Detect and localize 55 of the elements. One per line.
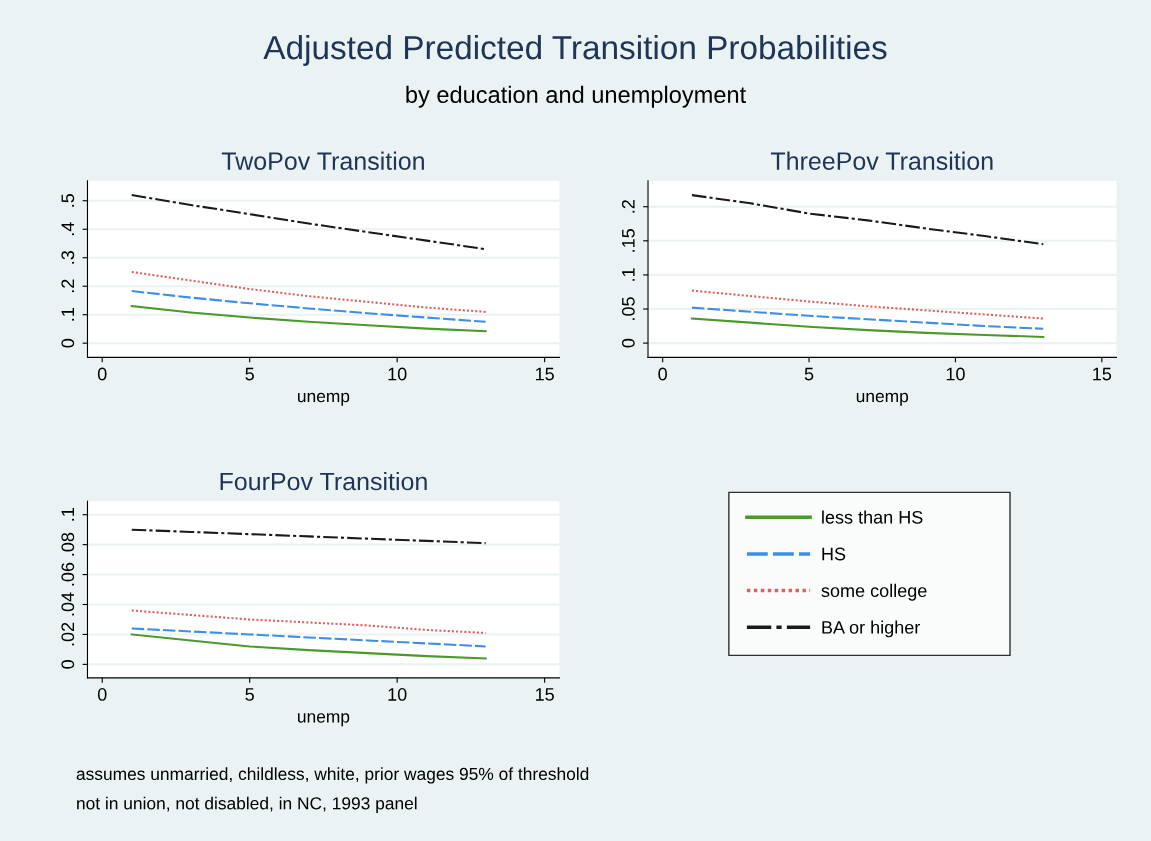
line-series xyxy=(690,306,1045,330)
x-tick-label: 15 xyxy=(535,367,554,381)
x-tick-label: 5 xyxy=(245,367,254,381)
x-axis-title: unemp xyxy=(856,392,909,406)
line-series xyxy=(130,270,487,313)
chart-title: TwoPov Transition xyxy=(221,151,424,170)
line-series xyxy=(130,609,487,634)
y-tick-label: .04 xyxy=(61,592,75,616)
text: Adjusted Predicted Transition Probabilities xyxy=(263,34,887,66)
line-series xyxy=(130,627,487,648)
x-axis-title: unemp xyxy=(298,713,350,727)
line-series xyxy=(130,305,487,333)
y-tick-label: .2 xyxy=(61,279,75,293)
line-series xyxy=(690,317,1045,339)
y-tick-label: .08 xyxy=(61,532,75,556)
x-tick-label: 0 xyxy=(97,688,107,701)
y-tick-label: .15 xyxy=(622,229,635,252)
legend-label: less than HS xyxy=(822,510,923,524)
y-tick-label: .5 xyxy=(61,193,75,207)
x-tick-label: 0 xyxy=(658,367,667,381)
y-tick-label: 0 xyxy=(621,338,635,348)
text: by education and unemployment xyxy=(406,85,746,108)
line-series xyxy=(130,194,487,251)
line-series xyxy=(690,194,1045,246)
y-tick-label: .06 xyxy=(61,562,75,586)
x-tick-label: 10 xyxy=(946,367,965,381)
x-tick-label: 15 xyxy=(1093,367,1112,381)
chart-title: ThreePov Transition xyxy=(770,151,993,170)
line-series xyxy=(130,633,487,660)
y-tick-label: 0 xyxy=(61,338,75,348)
text: assumes unmarried, childless, white, prior wages 95% of threshold xyxy=(76,767,589,784)
x-tick-label: 15 xyxy=(535,688,554,701)
x-tick-label: 10 xyxy=(388,688,407,701)
y-tick-label: .3 xyxy=(61,250,75,264)
x-axis-title: unemp xyxy=(298,392,350,406)
x-tick-label: 10 xyxy=(388,367,407,381)
x-tick-label: 5 xyxy=(804,367,814,381)
y-tick-label: .1 xyxy=(622,268,635,281)
x-tick-label: 5 xyxy=(245,688,254,701)
y-tick-label: 0 xyxy=(61,660,75,669)
y-tick-label: .2 xyxy=(621,200,635,213)
line-series xyxy=(130,528,487,545)
chart-title: FourPov Transition xyxy=(220,472,427,491)
y-tick-label: .02 xyxy=(61,622,75,646)
legend-label: BA or higher xyxy=(822,620,921,638)
legend-label: some college xyxy=(821,583,927,601)
line-series xyxy=(130,290,487,323)
y-tick-label: .1 xyxy=(61,508,75,521)
x-tick-label: 0 xyxy=(97,367,107,381)
y-tick-label: .05 xyxy=(621,297,635,320)
y-tick-label: .4 xyxy=(61,222,75,236)
y-tick-label: .1 xyxy=(61,308,75,321)
legend-label: HS xyxy=(822,547,846,561)
text: not in union, not disabled, in NC, 1993 panel xyxy=(77,796,417,813)
line-series xyxy=(690,289,1045,320)
